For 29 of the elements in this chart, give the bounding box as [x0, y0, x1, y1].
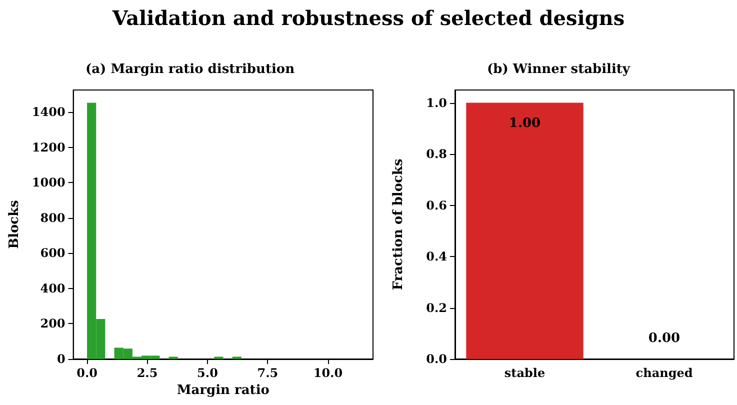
y-tick-label: 1200 — [32, 140, 66, 154]
y-axis-title: Fraction of blocks — [391, 158, 406, 290]
y-tick-label: 0.4 — [426, 250, 447, 264]
y-tick-label: 1000 — [32, 176, 66, 190]
data-label: 0.00 — [648, 331, 680, 346]
y-axis-title: Blocks — [7, 200, 22, 249]
y-tick-label: 1400 — [32, 105, 66, 120]
x-tick-label: 2.5 — [136, 366, 158, 380]
y-tick-label: 600 — [40, 246, 66, 260]
x-tick-label: 5.0 — [197, 366, 218, 380]
chart-title: (b) Winner stability — [487, 62, 630, 77]
x-tick-label: 10.0 — [313, 366, 343, 380]
y-tick-label: 0.2 — [426, 300, 447, 315]
y-tick-label: 400 — [40, 281, 66, 296]
y-tick-label: 0.8 — [426, 147, 447, 162]
text: Validation and robustness of selected designs — [111, 6, 626, 30]
y-tick-label: 200 — [40, 316, 66, 331]
x-tick-label: stable — [504, 366, 546, 380]
y-tick-label: 0.6 — [426, 198, 447, 212]
y-tick-label: 800 — [40, 210, 66, 225]
x-tick-label: 7.5 — [257, 366, 278, 380]
x-axis-title: Margin ratio — [176, 382, 270, 398]
chart-title: (a) Margin ratio distribution — [85, 62, 296, 77]
x-tick-label: changed — [636, 366, 694, 380]
y-tick-label: 0.0 — [426, 352, 447, 366]
y-tick-label: 1.0 — [426, 96, 447, 110]
y-tick-label: 0 — [56, 352, 66, 366]
x-tick-label: 0.0 — [76, 366, 98, 380]
data-label: 1.00 — [508, 116, 541, 131]
